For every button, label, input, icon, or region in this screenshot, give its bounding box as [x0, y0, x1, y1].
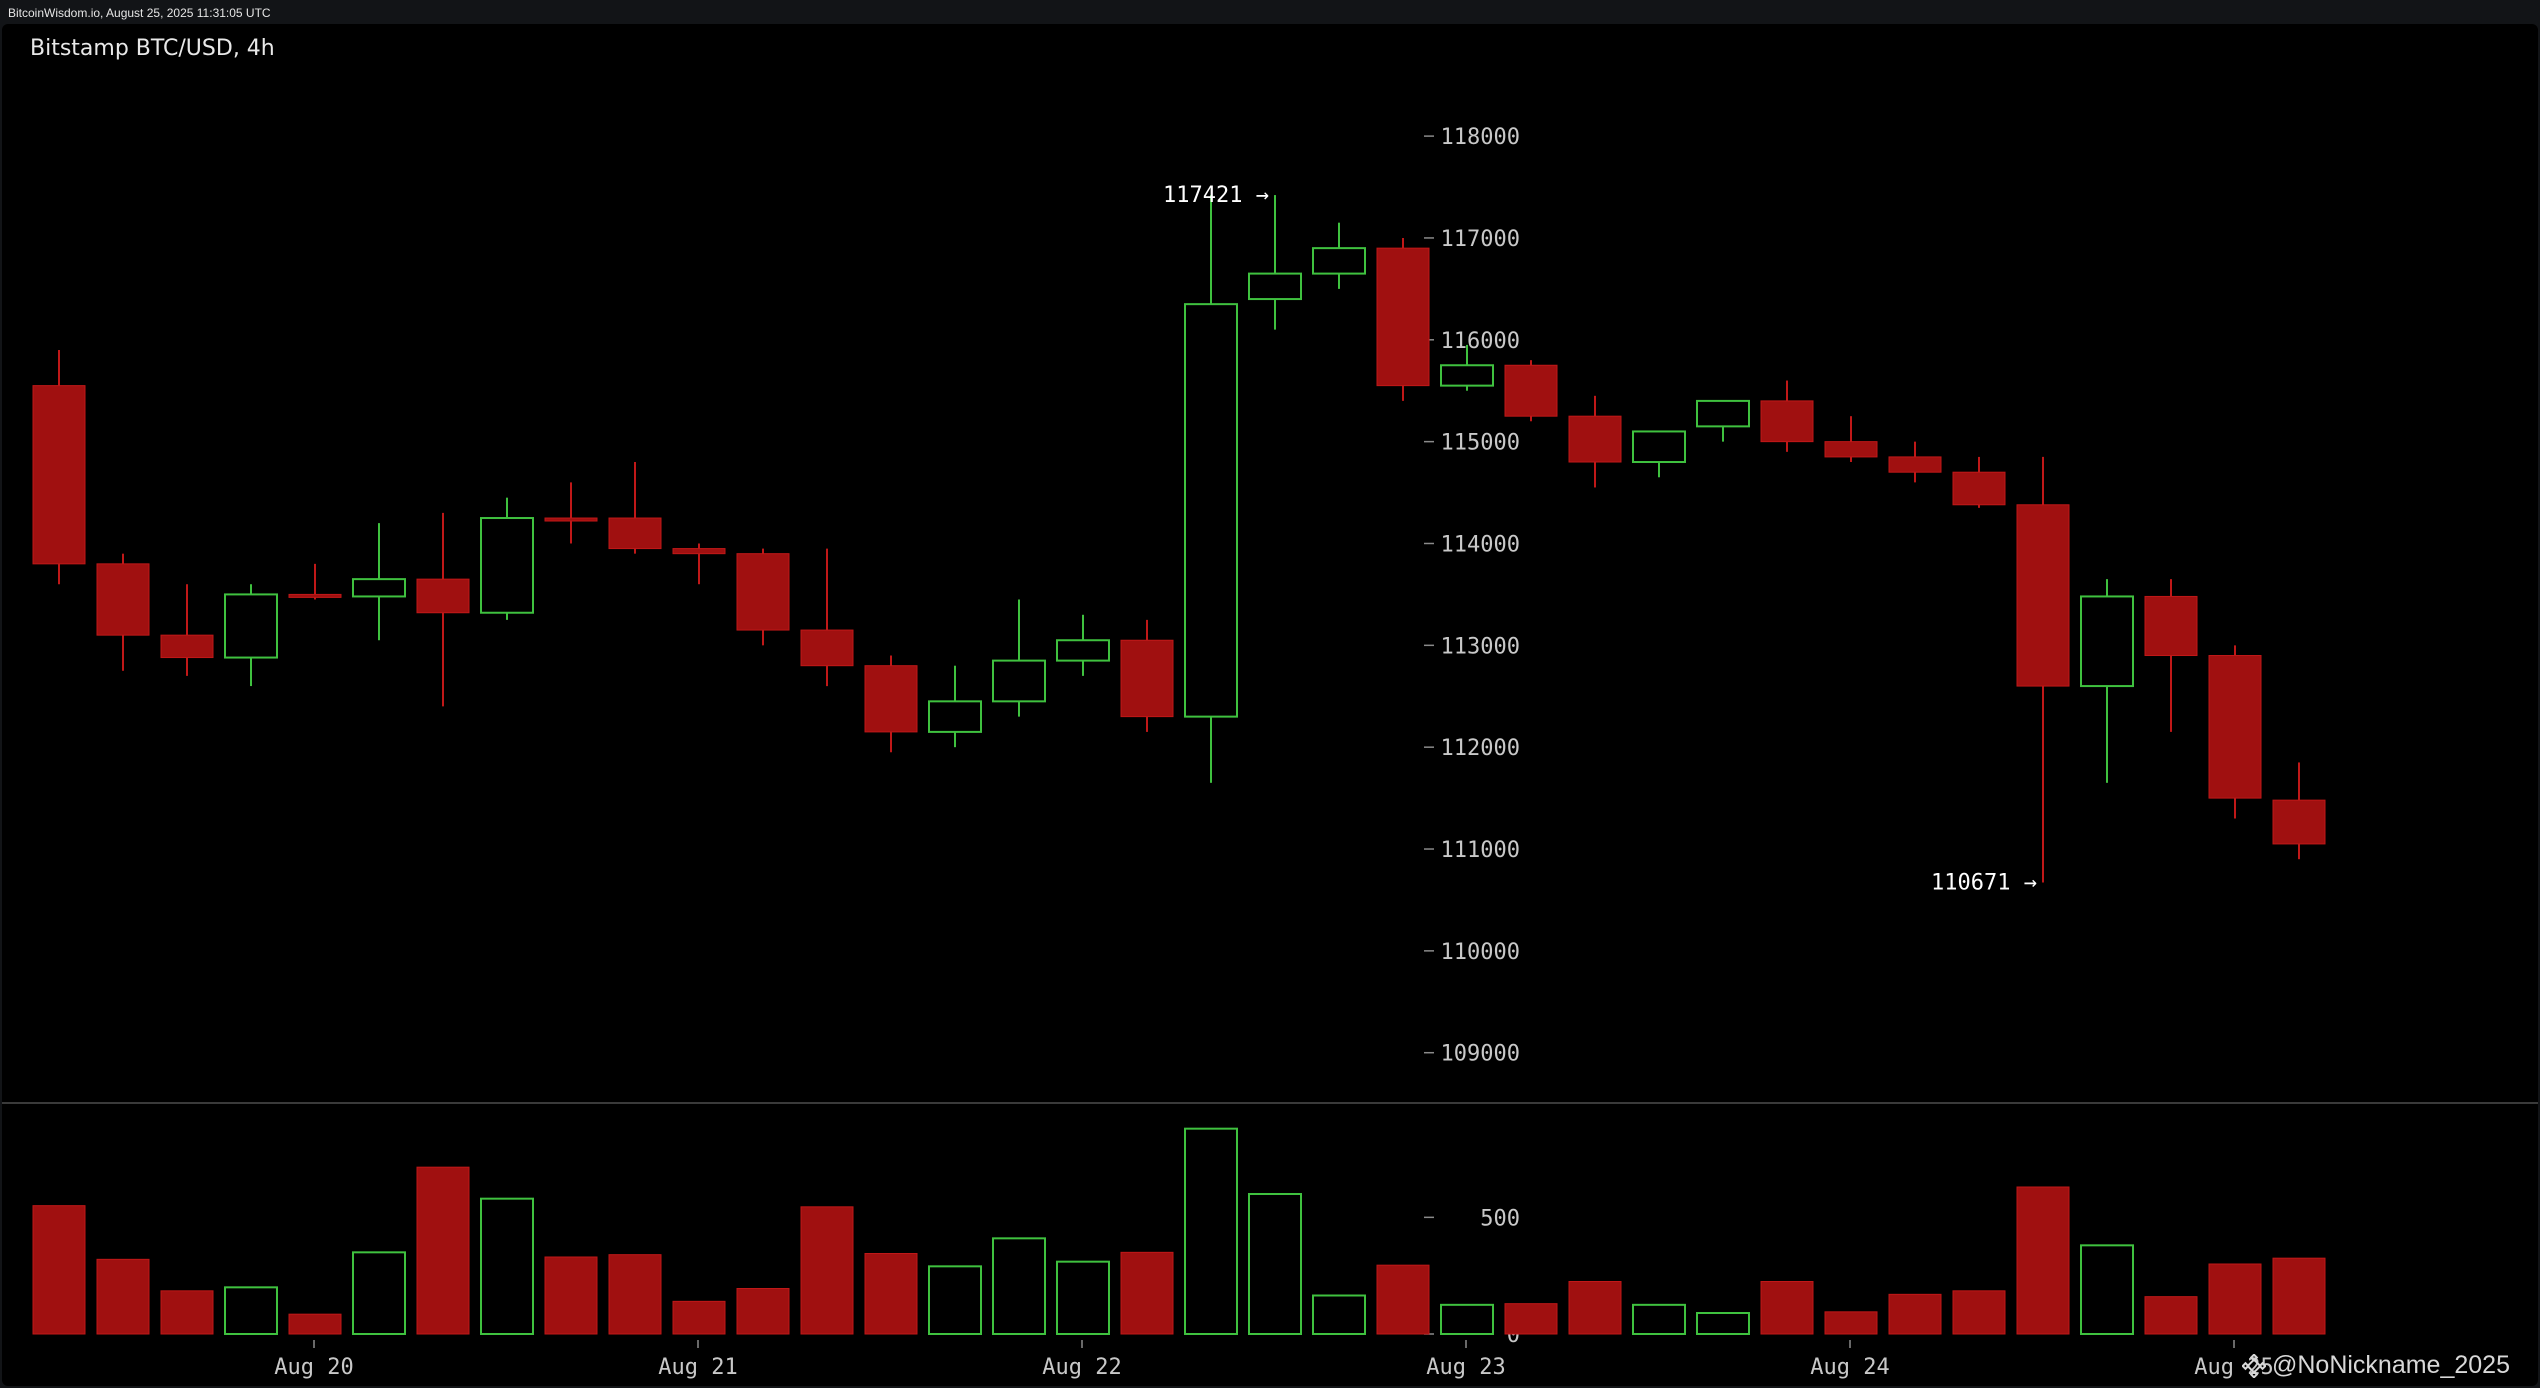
candle-body-down: [416, 578, 470, 614]
volume-bar-down: [1952, 1290, 2006, 1335]
date-label: Aug 21: [658, 1355, 737, 1380]
volume-bar-down: [544, 1256, 598, 1335]
volume-bar-down: [736, 1288, 790, 1335]
candle-body-down: [1504, 364, 1558, 417]
candle-body-up: [224, 593, 278, 659]
chart-panel[interactable]: 109000 110000 111000 112000 113000 114000 1150…: [2, 24, 2538, 1386]
chart-title: Bitstamp BTC/USD, 4h: [30, 36, 275, 61]
volume-bar-down: [1760, 1281, 1814, 1335]
candle-body-up: [992, 659, 1046, 703]
candle-body-up: [2080, 595, 2134, 688]
candle-body-up: [352, 578, 406, 598]
candle-body-down: [160, 634, 214, 659]
volume-tick-label: 500: [1480, 1206, 1520, 1231]
candle-body-down: [864, 665, 918, 733]
candle-body-down: [1888, 456, 1942, 473]
price-annotation: 117421 →: [1163, 183, 1269, 208]
candle-body-up: [1056, 639, 1110, 662]
volume-bar-down: [1888, 1293, 1942, 1335]
candle-body-down: [1952, 471, 2006, 506]
candle-body-down: [800, 629, 854, 667]
volume-bar-up: [1056, 1260, 1110, 1335]
volume-bar-down: [2144, 1296, 2198, 1335]
candle-body-down: [288, 593, 342, 598]
volume-bar-down: [2272, 1257, 2326, 1335]
volume-bar-up: [352, 1251, 406, 1336]
volume-bar-down: [800, 1206, 854, 1335]
candle-body-down: [1376, 247, 1430, 387]
candle-body-up: [1696, 399, 1750, 428]
volume-bar-down: [96, 1258, 150, 1335]
date-label: Aug 24: [1810, 1355, 1889, 1380]
volume-bar-down: [608, 1254, 662, 1335]
volume-bar-up: [1184, 1127, 1238, 1335]
date-label: Aug 20: [274, 1355, 353, 1380]
date-label: Aug 23: [1426, 1355, 1505, 1380]
volume-bar-up: [1312, 1294, 1366, 1335]
candle-body-up: [928, 700, 982, 733]
candle-body-up: [1184, 303, 1238, 718]
candle-body-down: [736, 553, 790, 631]
volume-bar-down: [288, 1313, 342, 1335]
candle-body-up: [1632, 430, 1686, 464]
volume-bar-down: [416, 1166, 470, 1335]
volume-bar-down: [160, 1290, 214, 1335]
watermark: @NoNickname_2025: [2241, 1351, 2510, 1380]
volume-bar-down: [1824, 1311, 1878, 1335]
price-tick-label: 114000: [1441, 532, 1520, 557]
volume-bar-down: [1568, 1281, 1622, 1335]
price-tick-label: 110000: [1441, 940, 1520, 965]
volume-bar-up: [224, 1286, 278, 1336]
volume-bar-down: [672, 1300, 726, 1335]
candle-body-down: [2144, 595, 2198, 657]
volume-bar-up: [2080, 1244, 2134, 1336]
date-label: Aug 22: [1042, 1355, 1121, 1380]
volume-bar-up: [1248, 1193, 1302, 1335]
source-timestamp: BitcoinWisdom.io, August 25, 2025 11:31:…: [0, 0, 2540, 24]
candle-body-up: [1440, 364, 1494, 387]
candle-body-down: [96, 563, 150, 636]
price-tick-label: 118000: [1441, 125, 1520, 150]
volume-bar-up: [480, 1197, 534, 1335]
candle-body-down: [2208, 655, 2262, 799]
volume-bar-down: [1504, 1303, 1558, 1335]
candle-body-down: [1760, 400, 1814, 443]
price-tick-label: 113000: [1441, 634, 1520, 659]
volume-bar-up: [992, 1237, 1046, 1336]
volume-bar-up: [1440, 1303, 1494, 1336]
candle-body-down: [608, 517, 662, 550]
watermark-text: @NoNickname_2025: [2271, 1351, 2510, 1379]
binance-square-icon: [2241, 1353, 2266, 1378]
candle-body-down: [1824, 441, 1878, 458]
candle-body-down: [672, 548, 726, 555]
candle-body-down: [2016, 504, 2070, 687]
price-tick-label: 109000: [1441, 1042, 1520, 1067]
volume-bar-down: [32, 1205, 86, 1335]
candle-body-up: [1248, 272, 1302, 301]
price-tick-label: 111000: [1441, 838, 1520, 863]
candle-body-down: [544, 517, 598, 522]
candlestick-chart[interactable]: 109000 110000 111000 112000 113000 114000 1150…: [2, 24, 2538, 1386]
price-tick-label: 116000: [1441, 329, 1520, 354]
candle-body-down: [1120, 639, 1174, 718]
price-tick-label: 112000: [1441, 736, 1520, 761]
volume-bar-down: [864, 1253, 918, 1335]
candle-body-down: [32, 385, 86, 565]
price-tick-label: 117000: [1441, 227, 1520, 252]
volume-bar-down: [1120, 1251, 1174, 1335]
volume-bar-down: [2016, 1186, 2070, 1335]
price-annotation: 110671 →: [1931, 871, 2037, 896]
candle-body-down: [1568, 415, 1622, 463]
volume-bar-down: [2208, 1263, 2262, 1335]
volume-bar-down: [1376, 1264, 1430, 1335]
price-tick-label: 115000: [1441, 431, 1520, 456]
candle-body-up: [480, 517, 534, 614]
volume-bar-up: [1632, 1303, 1686, 1336]
volume-bar-up: [1696, 1312, 1750, 1335]
candle-body-down: [2272, 799, 2326, 845]
volume-bar-up: [928, 1265, 982, 1336]
candle-body-up: [1312, 247, 1366, 275]
